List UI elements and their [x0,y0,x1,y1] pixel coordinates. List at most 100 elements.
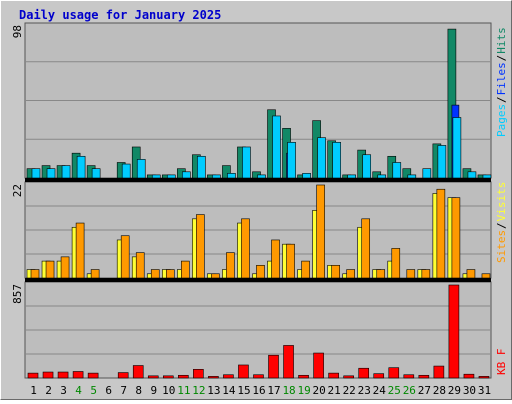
kbytes-bar [373,373,385,379]
pages-bar [182,171,191,179]
sites-bar [150,269,160,279]
pages-bar [332,142,341,179]
hits-bar [222,165,231,179]
pages-bar [272,115,281,179]
pages-bar [482,174,492,179]
kbytes-bar [72,371,84,379]
sites-bar [481,273,491,279]
legend-kbytes: KB F [495,349,508,376]
day-tick-label: 3 [60,384,67,397]
kbytes-bar [463,373,475,379]
kbytes-bar [448,284,460,379]
kbytes-bar [298,374,309,379]
day-tick-label: 19 [297,384,310,397]
pages-bar [136,159,146,179]
day-tick-label: 11 [177,384,190,397]
day-tick-label: 28 [433,384,446,397]
sites-bar [30,269,40,279]
day-tick-label: 20 [313,384,326,397]
day-tick-label: 31 [478,384,491,397]
kbytes-bar [117,372,129,379]
day-tick-label: 22 [343,384,356,397]
sites-bar [196,214,205,279]
day-tick-label: 18 [282,384,295,397]
day-tick-label: 1 [30,384,37,397]
sites-bar [45,260,55,279]
sites-bar [60,256,70,279]
day-tick-label: 14 [222,384,236,397]
day-tick-label: 9 [150,384,157,397]
chart-title: Daily usage for January 2025 [19,8,221,22]
kbytes-bar [162,375,174,379]
pages-bar [257,174,266,179]
panel-max-label: 98 [11,25,24,38]
kbytes-bar [42,371,54,379]
pages-bar [31,168,41,179]
sites-bar [316,184,325,279]
day-tick-label: 16 [252,384,265,397]
pages-bar [61,165,71,179]
legend-sites: Sites [495,230,508,263]
kbytes-bar [388,367,400,379]
pages-bar [76,155,86,179]
pages-bar [362,154,372,179]
day-tick-label: 13 [207,384,220,397]
sites-bar [451,197,461,279]
day-tick-label: 6 [105,384,112,397]
sites-bar [120,235,130,279]
kbytes-bar [87,372,99,379]
kbytes-bar [27,372,39,379]
day-tick-label: 8 [135,384,142,397]
day-tick-label: 12 [192,384,205,397]
sites-bar [391,248,401,279]
sites-bar [346,269,355,279]
pages-bar [242,146,251,179]
kbytes-bar [223,374,234,379]
kbytes-bar [238,364,249,379]
kbytes-bar [433,365,445,379]
kbytes-bar [57,371,69,379]
pages-bar [197,155,206,179]
day-tick-label: 21 [328,384,341,397]
panel-separator [25,178,491,182]
sites-bar [331,265,340,279]
kbytes-bar [283,345,294,379]
day-tick-label: 24 [373,384,387,397]
pages-bar [302,173,311,179]
sites-bar [376,269,386,279]
hits-bar [402,168,412,179]
pages-bar [392,162,402,179]
day-tick-label: 4 [75,384,82,397]
day-tick-label: 2 [45,384,52,397]
sites-bar [211,273,220,279]
day-tick-label: 10 [162,384,175,397]
pages-bar [347,174,356,179]
pages-bar [166,174,176,179]
sites-bar [271,239,280,279]
sites-bar [361,218,371,279]
sites-bar [226,252,235,279]
kbytes-bar [208,376,219,379]
pages-bar [422,168,432,179]
day-tick-label: 29 [448,384,461,397]
sites-bar [406,269,416,279]
pages-bar [467,171,477,179]
pages-bar [317,137,326,179]
sites-bar [286,243,295,279]
day-tick-label: 5 [90,384,97,397]
panel-max-label: 22 [11,184,24,197]
legend-separator: / [495,222,508,229]
sites-bar [436,188,446,279]
sites-bar [90,269,100,279]
kbytes-bar [253,374,264,379]
day-tick-label: 26 [403,384,416,397]
kbytes-bar [418,374,430,379]
sites-bar [181,260,190,279]
day-tick-label: 7 [120,384,127,397]
pages-bar [407,174,417,179]
day-tick-label: 17 [267,384,280,397]
kbytes-bar [178,374,189,379]
pages-bar [91,168,101,179]
pages-bar [46,168,56,179]
